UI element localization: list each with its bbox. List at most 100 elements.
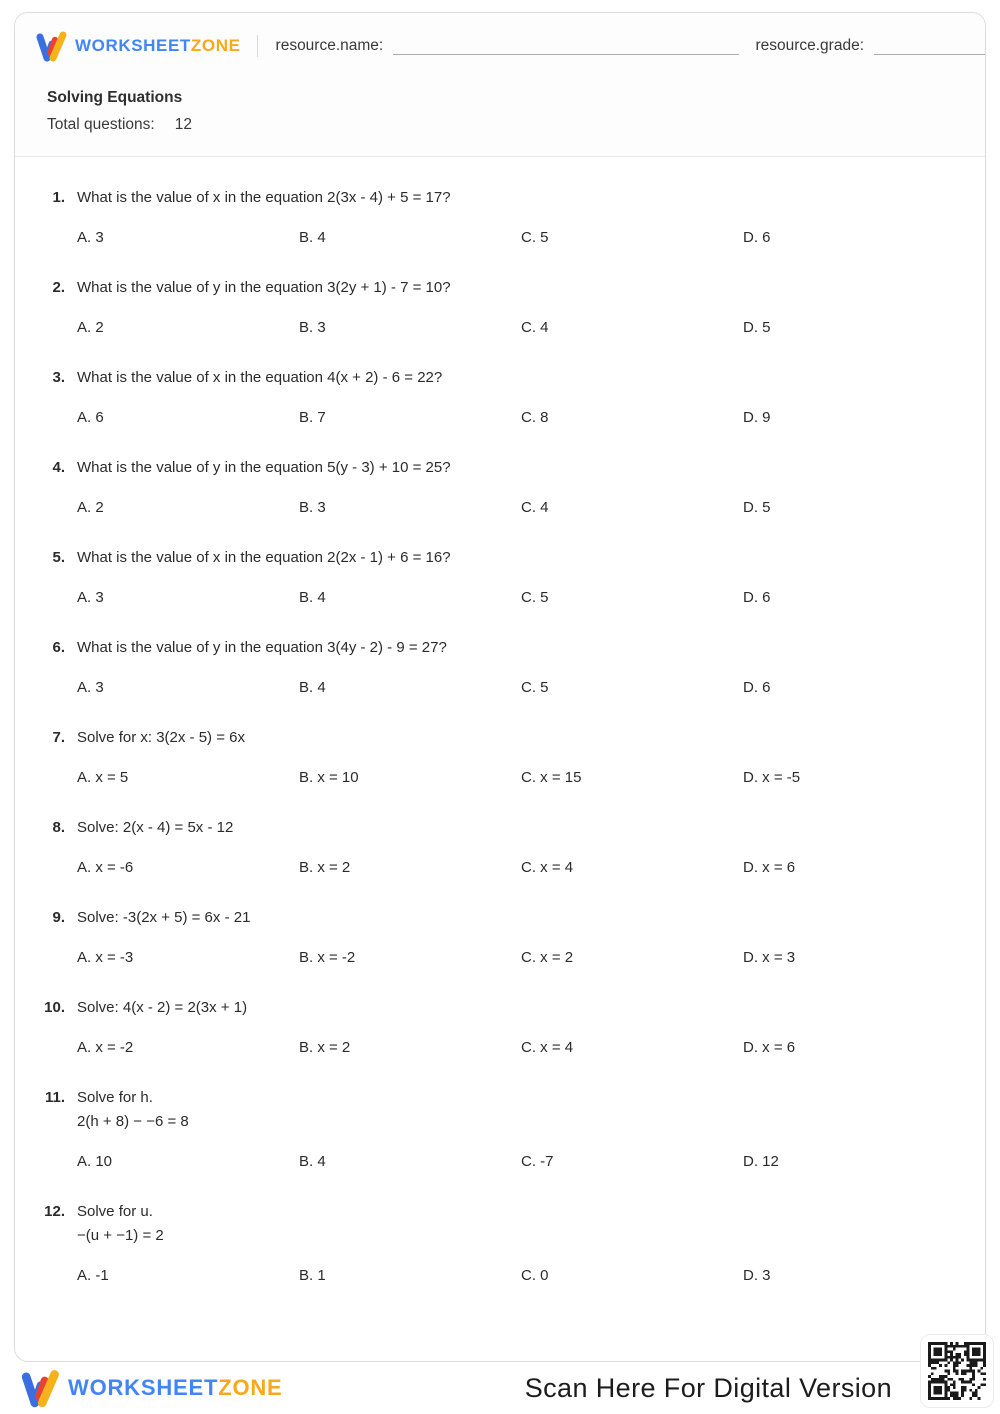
question-text: Solve for h. 2(h + 8) − −6 = 8 bbox=[77, 1086, 965, 1134]
brand-logo: WORKSHEETZONE bbox=[35, 30, 241, 62]
question-body: What is the value of y in the equation 3… bbox=[77, 636, 965, 700]
option: A. x = -2 bbox=[77, 1039, 134, 1056]
option: B. x = -2 bbox=[299, 949, 356, 966]
question-line: Solve: 4(x - 2) = 2(3x + 1) bbox=[77, 999, 248, 1016]
options-row: A. x = -2 B. x = 2 C. x = 4 D. x = 6 bbox=[77, 1036, 965, 1060]
question-text: Solve for u. −(u + −1) = 2 bbox=[77, 1200, 965, 1248]
option: B. x = 2 bbox=[299, 1039, 351, 1056]
option: D. x = 6 bbox=[743, 1039, 796, 1056]
option: B. 4 bbox=[299, 229, 326, 246]
questions-list: 1. What is the value of x in the equatio… bbox=[15, 157, 985, 1288]
question-body: Solve: 4(x - 2) = 2(3x + 1) A. x = -2 B. … bbox=[77, 996, 965, 1060]
footer-brand-wordmark: WORKSHEETZONE bbox=[68, 1375, 283, 1401]
option: A. 3 bbox=[77, 229, 104, 246]
resource-name-label: resource.name: bbox=[275, 37, 384, 54]
question-block: 9. Solve: -3(2x + 5) = 6x - 21 A. x = -3… bbox=[33, 906, 965, 970]
option: C. -7 bbox=[521, 1153, 554, 1170]
options-row: A. 3 B. 4 C. 5 D. 6 bbox=[77, 226, 965, 250]
card-header: WORKSHEETZONE resource.name: resource.gr… bbox=[15, 13, 985, 157]
option: C. 5 bbox=[521, 679, 549, 696]
option: A. 3 bbox=[77, 589, 104, 606]
question-body: Solve for x: 3(2x - 5) = 6x A. x = 5 B. x… bbox=[77, 726, 965, 790]
option: B. 3 bbox=[299, 319, 326, 336]
option: B. 4 bbox=[299, 589, 326, 606]
question-body: Solve for u. −(u + −1) = 2 A. -1 B. 1 C. 0 D… bbox=[77, 1200, 965, 1288]
question-line: What is the value of y in the equation 3… bbox=[77, 639, 447, 656]
qr-code-patch bbox=[920, 1334, 994, 1408]
brand-word-worksheet: WORKSHEET bbox=[68, 1375, 219, 1400]
option: C. 4 bbox=[521, 319, 549, 336]
option: A. 3 bbox=[77, 679, 104, 696]
question-line: What is the value of y in the equation 5… bbox=[77, 459, 451, 476]
question-line: What is the value of y in the equation 3… bbox=[77, 279, 451, 296]
question-body: What is the value of x in the equation 2… bbox=[77, 546, 965, 610]
question-block: 6. What is the value of y in the equatio… bbox=[33, 636, 965, 700]
option: D. 12 bbox=[743, 1153, 779, 1170]
options-row: A. 6 B. 7 C. 8 D. 9 bbox=[77, 406, 965, 430]
option: D. x = 6 bbox=[743, 859, 796, 876]
question-line: Solve for x: 3(2x - 5) = 6x bbox=[77, 729, 245, 746]
options-row: A. -1 B. 1 C. 0 D. 3 bbox=[77, 1264, 965, 1288]
options-row: A. 2 B. 3 C. 4 D. 5 bbox=[77, 316, 965, 340]
question-number: 7. bbox=[52, 729, 65, 746]
question-block: 7. Solve for x: 3(2x - 5) = 6x A. x = 5 B… bbox=[33, 726, 965, 790]
option: C. 0 bbox=[521, 1267, 549, 1284]
question-body: Solve for h. 2(h + 8) − −6 = 8 A. 10 B. 4 C… bbox=[77, 1086, 965, 1174]
brand-word-worksheet: WORKSHEET bbox=[75, 36, 191, 55]
option: D. x = -5 bbox=[743, 769, 801, 786]
options-row: A. x = -3 B. x = -2 C. x = 2 D. x = 3 bbox=[77, 946, 965, 970]
question-block: 10. Solve: 4(x - 2) = 2(3x + 1) A. x = -… bbox=[33, 996, 965, 1060]
scan-here-text: Scan Here For Digital Version bbox=[524, 1372, 892, 1403]
question-line: What is the value of x in the equation 2… bbox=[77, 549, 451, 566]
brand-wordmark: WORKSHEETZONE bbox=[75, 36, 241, 56]
option: B. 4 bbox=[299, 1153, 326, 1170]
option: D. x = 3 bbox=[743, 949, 796, 966]
option: D. 6 bbox=[743, 229, 771, 246]
option: B. 3 bbox=[299, 499, 326, 516]
option: C. 4 bbox=[521, 499, 549, 516]
option: C. x = 4 bbox=[521, 859, 574, 876]
question-line: Solve: 2(x - 4) = 5x - 12 bbox=[77, 819, 234, 836]
option: B. x = 10 bbox=[299, 769, 359, 786]
option: C. 8 bbox=[521, 409, 549, 426]
header-divider bbox=[256, 35, 258, 57]
page-footer: WORKSHEETZONE Scan Here For Digital Vers… bbox=[0, 1362, 1000, 1414]
question-text: What is the value of x in the equation 4… bbox=[77, 366, 965, 390]
question-number: 9. bbox=[52, 909, 65, 926]
question-block: 1. What is the value of x in the equatio… bbox=[33, 186, 965, 250]
question-text: What is the value of x in the equation 2… bbox=[77, 546, 965, 570]
question-number: 10. bbox=[44, 999, 65, 1016]
question-number: 3. bbox=[52, 369, 65, 386]
total-questions-row: Total questions: 12 bbox=[35, 116, 985, 134]
question-text: What is the value of x in the equation 2… bbox=[77, 186, 965, 210]
option: A. -1 bbox=[77, 1267, 109, 1284]
option: D. 6 bbox=[743, 589, 771, 606]
question-text: Solve: -3(2x + 5) = 6x - 21 bbox=[77, 906, 965, 930]
question-body: What is the value of y in the equation 3… bbox=[77, 276, 965, 340]
brand-word-zone: ZONE bbox=[218, 1375, 283, 1400]
brand-row: WORKSHEETZONE resource.name: resource.gr… bbox=[35, 29, 985, 63]
question-body: Solve: -3(2x + 5) = 6x - 21 A. x = -3 B. … bbox=[77, 906, 965, 970]
total-questions-label: Total questions: bbox=[47, 116, 155, 133]
question-number: 8. bbox=[52, 819, 65, 836]
question-body: What is the value of x in the equation 2… bbox=[77, 186, 965, 250]
options-row: A. 10 B. 4 C. -7 D. 12 bbox=[77, 1150, 965, 1174]
question-number: 5. bbox=[52, 549, 65, 566]
worksheetzone-logo-icon bbox=[36, 31, 67, 62]
option: A. 6 bbox=[77, 409, 104, 426]
option: D. 5 bbox=[743, 319, 771, 336]
question-body: Solve: 2(x - 4) = 5x - 12 A. x = -6 B. x … bbox=[77, 816, 965, 880]
question-block: 3. What is the value of x in the equatio… bbox=[33, 366, 965, 430]
option: A. x = -6 bbox=[77, 859, 134, 876]
question-number: 2. bbox=[52, 279, 65, 296]
options-row: A. 2 B. 3 C. 4 D. 5 bbox=[77, 496, 965, 520]
option: D. 3 bbox=[743, 1267, 771, 1284]
option: D. 5 bbox=[743, 499, 771, 516]
question-block: 2. What is the value of y in the equatio… bbox=[33, 276, 965, 340]
question-text: Solve for x: 3(2x - 5) = 6x bbox=[77, 726, 965, 750]
question-line: Solve: -3(2x + 5) = 6x - 21 bbox=[77, 909, 251, 926]
question-block: 12. Solve for u. −(u + −1) = 2 A. -1 B. 1 C… bbox=[33, 1200, 965, 1288]
option: C. x = 4 bbox=[521, 1039, 574, 1056]
question-line: What is the value of x in the equation 2… bbox=[77, 189, 451, 206]
